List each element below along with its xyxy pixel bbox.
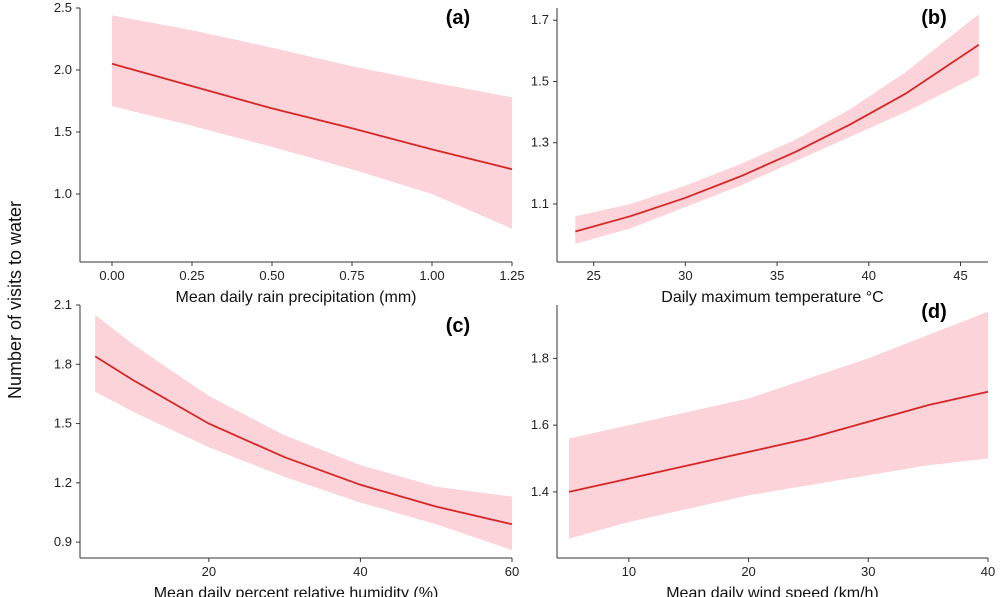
panel-a-x-tick-label: 0.00: [99, 268, 124, 283]
panel-a-x-tick-label: 0.75: [339, 268, 364, 283]
panel-c-y-tick-label: 1.2: [54, 475, 72, 490]
panel-c-x-tick-label: 60: [505, 564, 519, 579]
panel-c-y-tick-label: 1.8: [54, 356, 72, 371]
panel-c: 0.9 1.2 1.5 1.8 2.1 20 40 60 Mean daily percent …: [54, 297, 519, 597]
panel-d-y-tick-label: 1.4: [531, 484, 549, 499]
panel-b-y-tick-label: 1.3: [531, 135, 549, 150]
panel-c-label: (c): [446, 315, 470, 337]
panel-b-y-tick-label: 1.7: [531, 12, 549, 27]
panel-d-y-tick-label: 1.8: [531, 350, 549, 365]
panel-b-label: (b): [921, 7, 947, 29]
panel-c-y-tick-label: 1.5: [54, 416, 72, 431]
panel-b-x-tick-label: 40: [862, 268, 876, 283]
panel-b-x-tick-label: 30: [678, 268, 692, 283]
panel-a-x-tick-label: 1.00: [419, 268, 444, 283]
panel-b-y-tick-label: 1.5: [531, 73, 549, 88]
panel-c-x-axis-title: Mean daily percent relative humidity (%): [154, 585, 439, 597]
panel-c-x-tick-label: 40: [353, 564, 367, 579]
panel-b-x-tick-label: 45: [953, 268, 967, 283]
panel-b: 1.1 1.3 1.5 1.7 25 30 35 40 45 Daily maximum temp…: [531, 7, 988, 306]
panel-a-y-tick-label: 2.5: [54, 0, 72, 15]
panel-b-x-tick-label: 35: [770, 268, 784, 283]
panel-a-fit-line: [111, 62, 513, 171]
panel-a-x-tick-label: 0.50: [259, 268, 284, 283]
panel-a-y-tick-label: 1.0: [54, 186, 72, 201]
panel-c-confidence-band: [95, 314, 512, 550]
panel-c-y-tick-label: 0.9: [54, 534, 72, 549]
panel-a-label: (a): [446, 7, 470, 29]
panel-c-x-tick-label: 20: [202, 564, 216, 579]
panel-d-fit-line: [568, 390, 989, 493]
panel-d-x-axis-title: Mean daily wind speed (km/h): [666, 585, 879, 597]
panel-c-y-tick-label: 2.1: [54, 297, 72, 312]
figure-y-axis-title: Number of visits to water: [5, 201, 25, 399]
panel-d-label: (d): [921, 301, 947, 323]
panel-a-y-tick-label: 1.5: [54, 124, 72, 139]
panel-a: 1.0 1.5 2.0 2.5 0.00 0.25 0.50 0.75 1.00 1.25 Mean…: [54, 0, 525, 306]
panel-a-x-tick-label: 1.25: [499, 268, 524, 283]
panel-d-x-tick-label: 30: [861, 564, 875, 579]
panel-d-x-tick-label: 40: [981, 564, 995, 579]
panel-b-y-tick-label: 1.1: [531, 196, 549, 211]
panel-b-x-tick-label: 25: [586, 268, 600, 283]
panel-d-y-tick-label: 1.6: [531, 417, 549, 432]
panel-d-x-tick-label: 10: [622, 564, 636, 579]
panel-a-x-tick-label: 0.25: [179, 268, 204, 283]
panel-d-x-tick-label: 20: [741, 564, 755, 579]
panel-a-confidence-band: [112, 15, 512, 229]
panel-a-y-tick-label: 2.0: [54, 62, 72, 77]
panel-d-confidence-band: [569, 311, 988, 539]
panel-b-fit-line: [575, 43, 980, 233]
panel-d: 1.4 1.6 1.8 10 20 30 40 Mean daily wind speed (…: [531, 301, 995, 597]
panel-b-x-axis-title: Daily maximum temperature °C: [661, 289, 883, 306]
panel-a-x-axis-title: Mean daily rain precipitation (mm): [176, 289, 417, 306]
panel-b-confidence-band: [575, 14, 979, 244]
panel-c-fit-line: [94, 355, 513, 526]
